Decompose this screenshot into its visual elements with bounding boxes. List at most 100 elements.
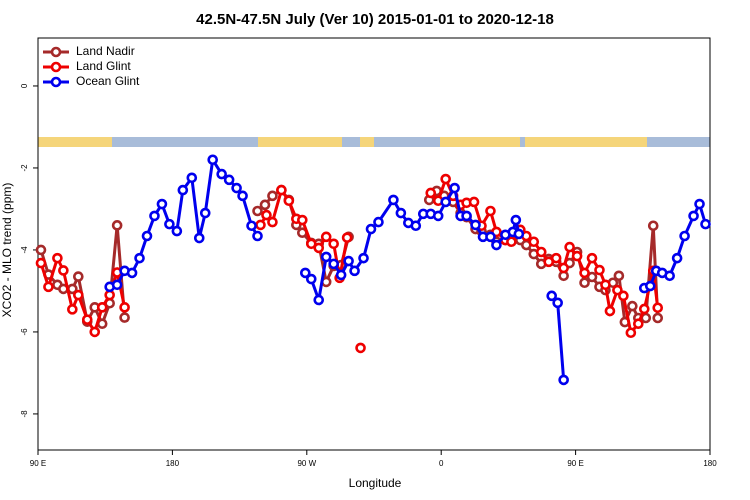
- data-point: [141, 230, 153, 242]
- land-strip: [440, 137, 520, 147]
- land-strip: [360, 137, 374, 147]
- data-point: [216, 168, 227, 180]
- legend-marker: [50, 46, 62, 58]
- y-tick-label: -8: [20, 410, 29, 418]
- data-point: [633, 318, 644, 330]
- data-point: [193, 232, 205, 244]
- data-point: [638, 303, 650, 315]
- data-point: [349, 265, 360, 277]
- legend-label: Land Glint: [76, 59, 131, 73]
- data-point: [664, 270, 675, 282]
- data-point: [432, 210, 444, 222]
- y-axis-label: XCO2 - MLO trend (ppm): [0, 183, 14, 318]
- data-point: [35, 244, 47, 256]
- data-point: [305, 238, 317, 250]
- data-point: [43, 281, 54, 293]
- data-point: [261, 209, 272, 221]
- data-point: [440, 173, 451, 185]
- data-point: [255, 219, 266, 231]
- data-point: [300, 267, 311, 279]
- data-point: [119, 312, 130, 323]
- data-point: [73, 289, 84, 301]
- chart-title: 42.5N-47.5N July (Ver 10) 2015-01-01 to …: [196, 11, 554, 28]
- data-point: [579, 277, 590, 289]
- land-strip: [525, 137, 647, 147]
- data-point: [652, 302, 664, 314]
- data-point: [104, 289, 115, 301]
- data-point: [485, 231, 496, 243]
- data-point: [644, 280, 656, 292]
- data-point: [613, 270, 625, 282]
- data-point: [246, 220, 257, 232]
- data-point: [627, 300, 638, 312]
- y-tick-label: 0: [20, 83, 29, 88]
- data-point: [618, 290, 629, 302]
- legend-label: Land Nadir: [76, 44, 135, 58]
- data-point: [688, 210, 699, 222]
- data-point: [52, 252, 63, 264]
- data-point: [506, 236, 517, 248]
- data-point: [395, 207, 407, 219]
- data-point: [320, 251, 332, 263]
- series: [104, 154, 711, 386]
- data-point: [470, 219, 481, 231]
- data-point: [343, 255, 354, 267]
- data-point: [164, 218, 175, 230]
- land-ocean-strip: [38, 137, 710, 147]
- data-point: [594, 264, 605, 276]
- data-point: [305, 273, 317, 285]
- data-point: [328, 238, 339, 250]
- data-point: [700, 218, 711, 230]
- data-point: [186, 172, 198, 184]
- data-point: [267, 190, 278, 202]
- data-point: [67, 304, 78, 315]
- data-point: [313, 294, 325, 306]
- data-point: [365, 223, 377, 235]
- data-point: [126, 267, 138, 279]
- data-point: [410, 220, 422, 232]
- data-point: [558, 374, 569, 386]
- data-point: [679, 230, 690, 242]
- data-point: [73, 271, 84, 282]
- data-point: [491, 239, 502, 251]
- data-point: [552, 297, 563, 309]
- legend-label: Ocean Glint: [76, 74, 140, 88]
- x-tick-label: 180: [703, 459, 717, 468]
- data-point: [297, 214, 308, 226]
- legend-marker: [50, 61, 62, 73]
- data-point: [513, 228, 525, 240]
- data-point: [283, 195, 295, 207]
- data-point: [328, 258, 339, 270]
- y-tick-label: -4: [20, 246, 29, 254]
- data-point: [388, 194, 399, 206]
- data-point: [449, 182, 460, 194]
- x-tick-label: 180: [166, 459, 180, 468]
- x-axis-label: Longitude: [349, 476, 402, 490]
- data-point: [252, 205, 263, 217]
- data-point: [510, 214, 522, 226]
- data-point: [156, 198, 168, 210]
- data-point: [358, 252, 369, 264]
- data-point: [652, 312, 664, 324]
- legend-marker: [50, 76, 62, 88]
- data-point: [564, 241, 575, 253]
- series-line: [109, 155, 707, 381]
- data-point: [355, 342, 366, 354]
- data-point: [134, 252, 145, 264]
- data-point: [252, 230, 263, 242]
- data-point: [586, 271, 598, 283]
- data-point: [276, 184, 287, 196]
- land-strip: [38, 137, 112, 147]
- data-point: [96, 302, 108, 313]
- data-point: [528, 236, 540, 248]
- x-tick-label: 90 E: [30, 459, 46, 468]
- data-point: [425, 187, 437, 199]
- data-point: [119, 302, 130, 313]
- data-point: [231, 182, 242, 194]
- data-point: [259, 199, 271, 211]
- data-point: [535, 246, 547, 258]
- data-point: [600, 279, 611, 291]
- data-point: [625, 327, 637, 339]
- plot-frame: [37, 37, 711, 451]
- data-point: [558, 262, 569, 274]
